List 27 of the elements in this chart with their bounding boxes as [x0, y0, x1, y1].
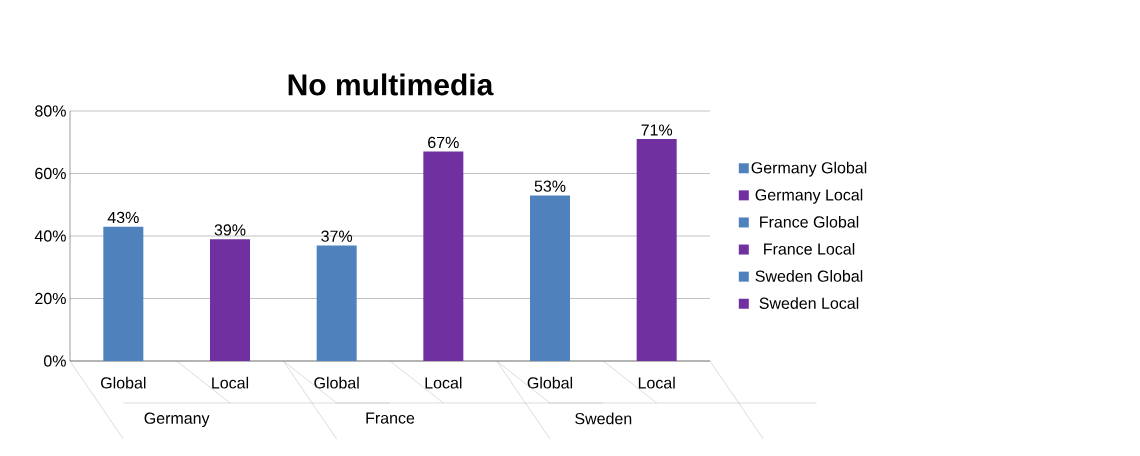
data-label: 71%: [641, 124, 673, 136]
text: Germany: [144, 412, 210, 428]
text: France: [366, 412, 415, 424]
legend-label: Germany Global: [751, 161, 867, 177]
legend-label: France Global: [760, 215, 859, 228]
y-tick-label: 80%: [35, 105, 66, 117]
data-label: 53%: [534, 180, 566, 192]
y-tick-label: 40%: [34, 230, 66, 242]
chart-title: No multimedia: [288, 73, 494, 96]
y-tick-label: 60%: [35, 167, 66, 180]
x-tick-label: Local: [212, 376, 249, 389]
legend-label: Germany Local: [755, 188, 863, 204]
y-tick-label: 20%: [35, 292, 66, 305]
x-tick-label: Local: [638, 376, 675, 389]
data-label: 39%: [214, 224, 246, 236]
x-tick-label: Local: [425, 376, 462, 389]
text: Sweden: [575, 412, 632, 425]
legend-label: Sweden Local: [759, 297, 859, 309]
data-label: 37%: [321, 230, 353, 242]
y-tick-label: 0%: [43, 355, 66, 367]
x-tick-label: Global: [101, 376, 146, 389]
legend-label: Sweden Global: [755, 270, 863, 282]
data-label: 67%: [428, 136, 459, 149]
data-label: 43%: [107, 211, 139, 224]
x-tick-label: Global: [314, 376, 359, 389]
legend-label: France Local: [764, 243, 855, 255]
x-tick-label: Global: [527, 376, 573, 389]
